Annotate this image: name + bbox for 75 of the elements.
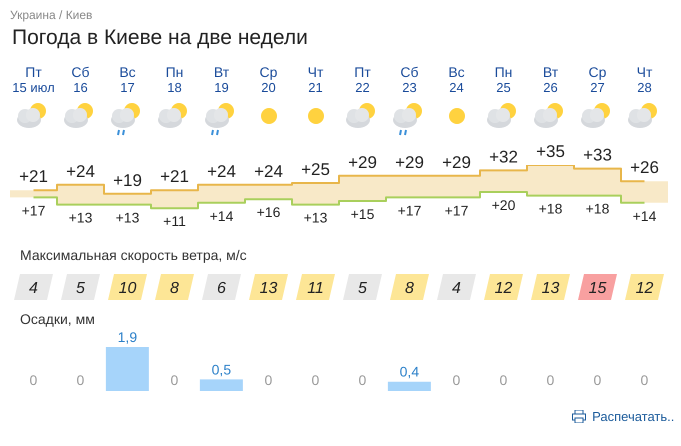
- data-label: 0: [452, 372, 460, 388]
- data-label: 0: [29, 372, 38, 388]
- data-label: +32: [489, 147, 518, 166]
- data-label: 13: [542, 280, 560, 297]
- data-label: 15: [588, 280, 606, 297]
- x-tick-label: Вс 24: [447, 64, 466, 96]
- x-tick-label: Вт 26: [542, 64, 560, 96]
- data-label: +18: [586, 200, 610, 217]
- data-label: 11: [307, 280, 324, 297]
- data-label: +14: [632, 208, 657, 224]
- data-label: +21: [19, 167, 48, 186]
- data-label: 13: [260, 280, 278, 297]
- data-label: +11: [163, 213, 186, 230]
- data-label: +24: [207, 162, 236, 181]
- x-tick-label: Ср 27: [588, 64, 608, 96]
- data-label: +14: [210, 208, 234, 224]
- x-tick-label: Вс 17: [118, 64, 137, 96]
- x-tick-label: Ср 20: [258, 64, 278, 96]
- x-tick-label: Чт 28: [636, 64, 654, 96]
- x-tick-label: Пн 25: [494, 64, 514, 96]
- data-label: +13: [116, 210, 140, 226]
- chart-title: Погода в Киеве на две недели: [12, 26, 309, 50]
- data-label: 8: [405, 280, 414, 297]
- data-label: 0: [499, 372, 508, 388]
- data-label: +17: [22, 202, 46, 218]
- x-tick-label: Вт 19: [212, 64, 230, 96]
- data-label: 1,9: [118, 329, 138, 345]
- data-label: 6: [217, 280, 226, 297]
- data-label: 5: [76, 280, 86, 297]
- data-label: +26: [630, 158, 659, 178]
- data-label: +29: [442, 152, 471, 172]
- x-tick-label: Пн 18: [164, 64, 184, 96]
- x-tick-label: Сб 16: [70, 64, 91, 96]
- x-tick-label: Пт 22: [353, 64, 372, 96]
- chart-title: Осадки, мм: [20, 311, 96, 327]
- data-label: 0: [170, 372, 178, 388]
- text: Распечатать...: [592, 409, 676, 424]
- data-label: +21: [160, 167, 189, 186]
- data-label: 0,4: [400, 364, 420, 380]
- data-label: 12: [494, 280, 512, 297]
- data-label: +33: [583, 146, 612, 165]
- data-label: 0: [264, 372, 272, 388]
- data-label: +17: [444, 202, 469, 218]
- data-label: 5: [358, 280, 368, 297]
- data-label: 0,5: [212, 361, 232, 378]
- data-label: +24: [66, 162, 95, 181]
- x-tick-label: Пт 15 июл: [11, 64, 56, 96]
- x-tick-label: Сб 23: [399, 64, 420, 96]
- text: Максимальная скорость ветра, м/с: [20, 247, 248, 263]
- data-label: +18: [538, 200, 563, 217]
- data-label: +35: [536, 142, 565, 161]
- data-label: 10: [118, 280, 136, 297]
- data-label: 0: [311, 372, 320, 388]
- data-label: +19: [113, 170, 142, 190]
- data-label: +13: [68, 210, 93, 226]
- data-label: +17: [398, 202, 422, 218]
- data-label: 0: [358, 372, 366, 388]
- data-label: +20: [492, 197, 516, 213]
- data-label: +25: [301, 160, 330, 179]
- data-label: +16: [256, 204, 281, 220]
- data-label: 0: [76, 372, 84, 388]
- data-label: 4: [452, 280, 462, 297]
- data-label: 0: [546, 372, 554, 388]
- x-tick-label: Чт 21: [306, 64, 324, 96]
- data-label: +13: [304, 210, 328, 226]
- data-label: +29: [395, 152, 424, 172]
- text: Украина / Киев: [10, 8, 94, 22]
- data-label: 0: [593, 372, 602, 388]
- data-label: 12: [636, 280, 654, 297]
- data-label: +29: [348, 152, 377, 172]
- data-label: +15: [350, 206, 375, 222]
- data-label: 8: [170, 280, 180, 297]
- data-label: 0: [640, 372, 648, 388]
- data-label: +24: [254, 162, 283, 181]
- data-label: 4: [29, 280, 38, 297]
